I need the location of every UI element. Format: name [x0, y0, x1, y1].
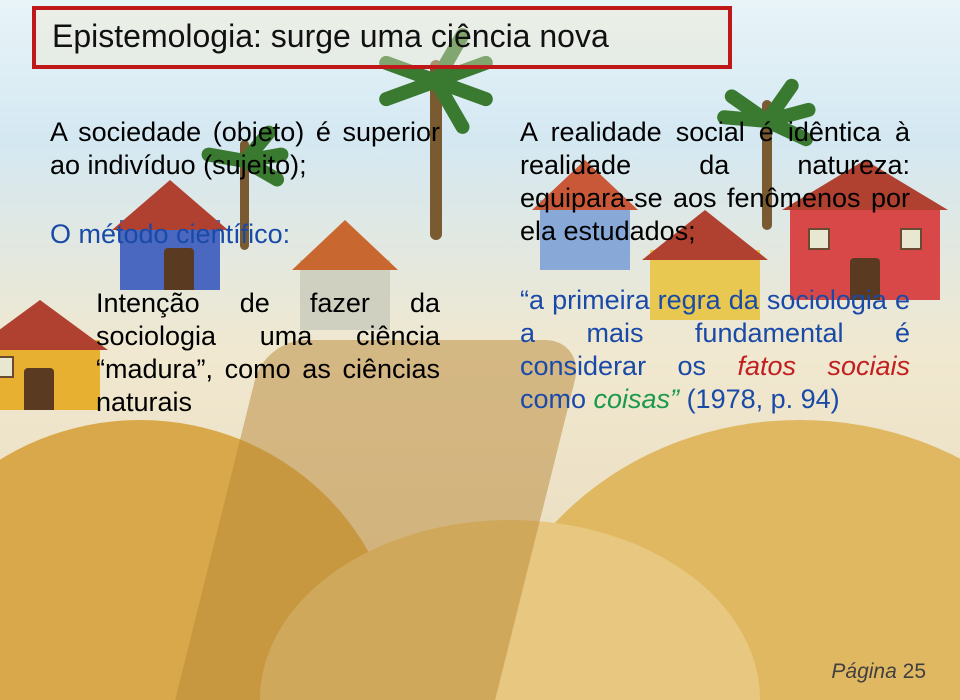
left-paragraph-3: Intenção de fazer da sociologia uma ciên…: [96, 287, 440, 419]
right-quote: “a primeira regra da sociologia e a mais…: [520, 284, 910, 416]
slide-title: Epistemologia: surge uma ciência nova: [52, 18, 712, 55]
right-column: A realidade social é idêntica à realidad…: [520, 116, 910, 630]
right-paragraph-1: A realidade social é idêntica à realidad…: [520, 116, 910, 248]
left-paragraph-2: O método científico:: [50, 218, 440, 251]
quote-emphasis-2: coisas”: [594, 384, 680, 414]
title-box: Epistemologia: surge uma ciência nova: [32, 6, 732, 69]
quote-emphasis-1: fatos sociais: [737, 351, 910, 381]
left-column: A sociedade (objeto) é superior ao indiv…: [50, 116, 440, 630]
content-columns: A sociedade (objeto) é superior ao indiv…: [50, 116, 910, 630]
left-paragraph-1: A sociedade (objeto) é superior ao indiv…: [50, 116, 440, 182]
page-footer: Página 25: [831, 660, 926, 684]
quote-mid: como: [520, 384, 594, 414]
footer-page-number: 25: [903, 660, 926, 683]
slide: Epistemologia: surge uma ciência nova A …: [0, 0, 960, 700]
footer-label: Página: [831, 660, 896, 683]
quote-reference: (1978, p. 94): [679, 384, 840, 414]
